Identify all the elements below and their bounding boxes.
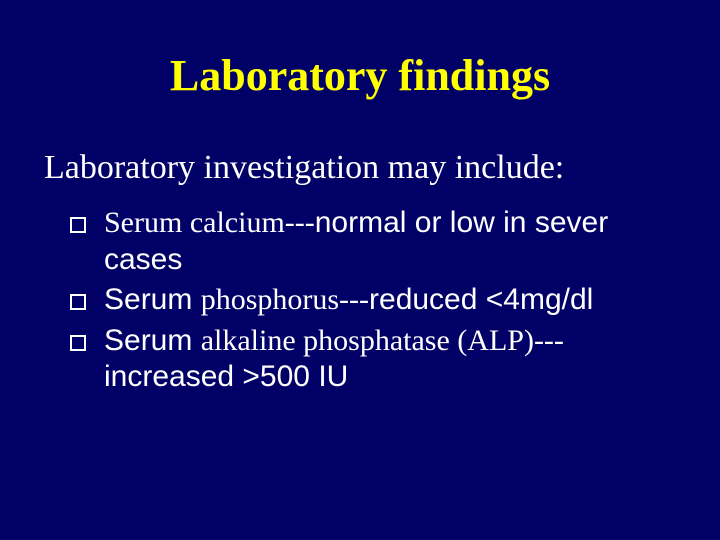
slide: Laboratory findings Laboratory investiga… <box>0 0 720 540</box>
bullet-text: Serum alkaline phosphatase (ALP)---incre… <box>104 323 680 396</box>
list-item: Serum calcium---normal or low in sever c… <box>70 205 680 278</box>
list-item: Serum alkaline phosphatase (ALP)---incre… <box>70 323 680 396</box>
slide-title: Laboratory findings <box>40 50 680 101</box>
bullet-text: Serum calcium---normal or low in sever c… <box>104 205 680 278</box>
text-run: phosphorus--- <box>201 283 369 316</box>
text-run: Serum <box>104 283 201 316</box>
text-run: reduced <4mg/dl <box>369 283 593 316</box>
bullet-marker-icon <box>70 217 86 233</box>
text-run: Serum calcium--- <box>104 206 315 239</box>
slide-subtitle: Laboratory investigation may include: <box>40 149 680 187</box>
text-run: alkaline phosphatase (ALP)--- <box>201 324 564 357</box>
list-item: Serum phosphorus---reduced <4mg/dl <box>70 282 680 319</box>
bullet-marker-icon <box>70 335 86 351</box>
bullet-marker-icon <box>70 294 86 310</box>
bullet-list: Serum calcium---normal or low in sever c… <box>40 205 680 396</box>
bullet-text: Serum phosphorus---reduced <4mg/dl <box>104 282 593 319</box>
text-run: increased >500 IU <box>104 360 348 393</box>
text-run: Serum <box>104 324 201 357</box>
